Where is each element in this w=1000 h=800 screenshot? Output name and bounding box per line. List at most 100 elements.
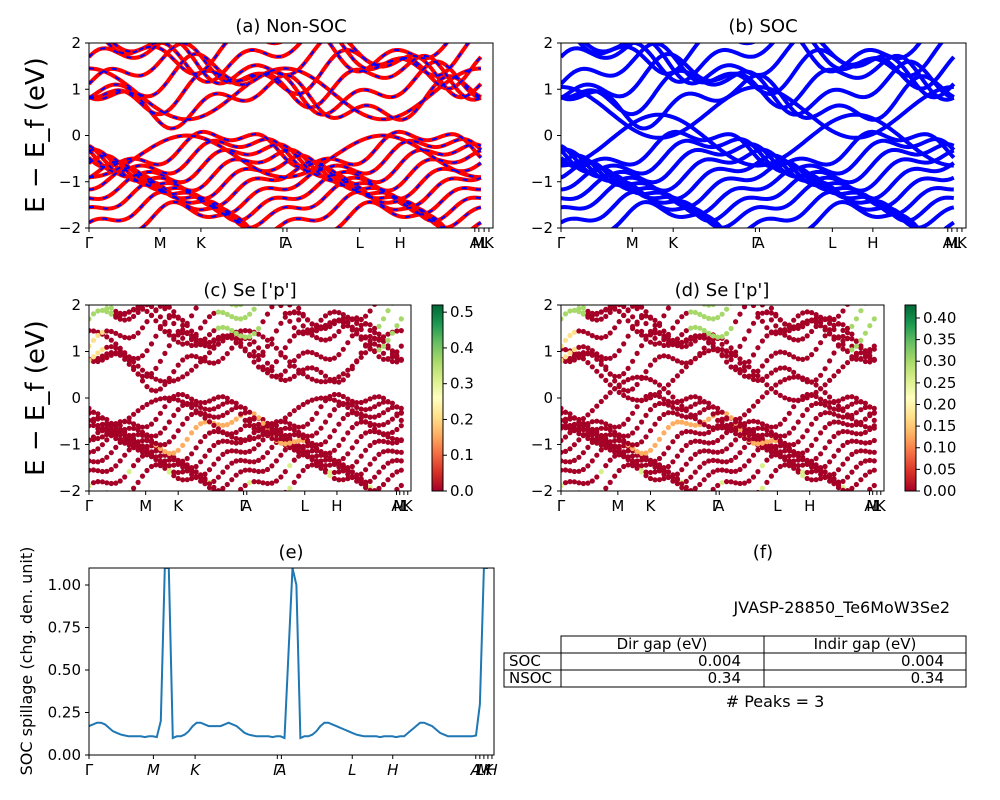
band-point xyxy=(607,427,613,433)
band-point xyxy=(300,467,306,474)
band-point xyxy=(131,307,137,313)
band-point xyxy=(89,410,92,416)
panel-c-title: (c) Se ['p'] xyxy=(203,280,296,301)
band-point xyxy=(652,442,658,448)
band-point xyxy=(260,437,266,443)
band-point xyxy=(706,404,712,410)
band-point xyxy=(171,456,177,463)
band-point xyxy=(394,411,400,417)
band-point xyxy=(737,343,743,349)
y-tick-label: −1 xyxy=(531,173,553,191)
band-point xyxy=(867,355,873,361)
band-point xyxy=(229,335,235,341)
band-point xyxy=(224,422,230,428)
band-point xyxy=(768,473,775,479)
band-point xyxy=(104,468,110,474)
band-point xyxy=(104,480,110,486)
band-point xyxy=(314,335,320,341)
band-point xyxy=(845,494,850,499)
band-point xyxy=(849,469,855,475)
band-point xyxy=(296,310,302,316)
band-point xyxy=(256,364,262,370)
band-point xyxy=(759,338,766,344)
band-point xyxy=(849,343,855,349)
band-point xyxy=(804,458,810,465)
band-point xyxy=(746,408,752,414)
band-point xyxy=(309,454,315,460)
band-point xyxy=(656,340,663,346)
band-point xyxy=(305,438,311,444)
band-point xyxy=(858,477,864,483)
band-point xyxy=(117,419,123,425)
band-point xyxy=(697,410,703,416)
band-point xyxy=(871,482,877,489)
band-point xyxy=(724,306,730,312)
band-point xyxy=(800,336,806,342)
band-point xyxy=(733,431,739,437)
band-point xyxy=(835,342,842,348)
band-point xyxy=(171,378,177,384)
band-point xyxy=(844,429,851,435)
band-point xyxy=(737,416,743,422)
x-tick-label: A xyxy=(275,761,286,779)
band-point xyxy=(126,354,132,360)
band-point xyxy=(625,388,631,394)
band-point xyxy=(603,432,609,438)
band-point xyxy=(184,455,190,462)
band-point xyxy=(327,469,333,475)
band-point xyxy=(318,441,324,448)
band-point xyxy=(719,459,725,465)
band-point xyxy=(193,424,199,431)
band-point xyxy=(818,411,824,418)
x-tick-label: A xyxy=(242,497,253,515)
band-point xyxy=(634,397,640,403)
band-point xyxy=(247,422,253,429)
band-point xyxy=(354,404,360,410)
band-point xyxy=(380,464,387,470)
band-point xyxy=(394,426,400,433)
band-point xyxy=(336,399,342,405)
band-point xyxy=(251,479,257,485)
band-point xyxy=(305,453,311,460)
band-point xyxy=(318,317,324,323)
band-point xyxy=(372,404,378,410)
band-point xyxy=(674,341,681,347)
band-point xyxy=(750,368,757,374)
band-point xyxy=(296,370,302,376)
band-point xyxy=(665,354,672,360)
band-point xyxy=(318,354,324,360)
band-line xyxy=(89,130,482,168)
band-point xyxy=(198,421,204,427)
band-point xyxy=(233,440,239,446)
band-point xyxy=(162,458,168,464)
band-point xyxy=(809,458,815,464)
band-point xyxy=(764,423,770,429)
band-point xyxy=(340,477,346,483)
band-point xyxy=(144,467,150,474)
band-point xyxy=(674,358,681,364)
band-point xyxy=(184,340,190,346)
band-point xyxy=(389,330,395,336)
band-point xyxy=(340,371,346,377)
band-point xyxy=(692,422,698,428)
band-point xyxy=(380,422,387,428)
band-point xyxy=(117,429,123,435)
band-point xyxy=(305,317,311,323)
band-point xyxy=(322,373,329,379)
band-point xyxy=(367,346,373,352)
band-point xyxy=(688,404,694,410)
band-point xyxy=(590,493,595,498)
band-point xyxy=(849,497,854,502)
band-point xyxy=(692,485,698,491)
band-point xyxy=(858,345,864,351)
band-point xyxy=(719,448,725,454)
band-point xyxy=(656,320,663,326)
band-point xyxy=(643,375,649,381)
band-point xyxy=(683,420,689,426)
band-point xyxy=(242,482,248,489)
band-point xyxy=(242,458,248,464)
band-point xyxy=(117,333,123,339)
band-point xyxy=(157,445,163,452)
band-point xyxy=(99,421,105,427)
band-point xyxy=(840,487,846,491)
